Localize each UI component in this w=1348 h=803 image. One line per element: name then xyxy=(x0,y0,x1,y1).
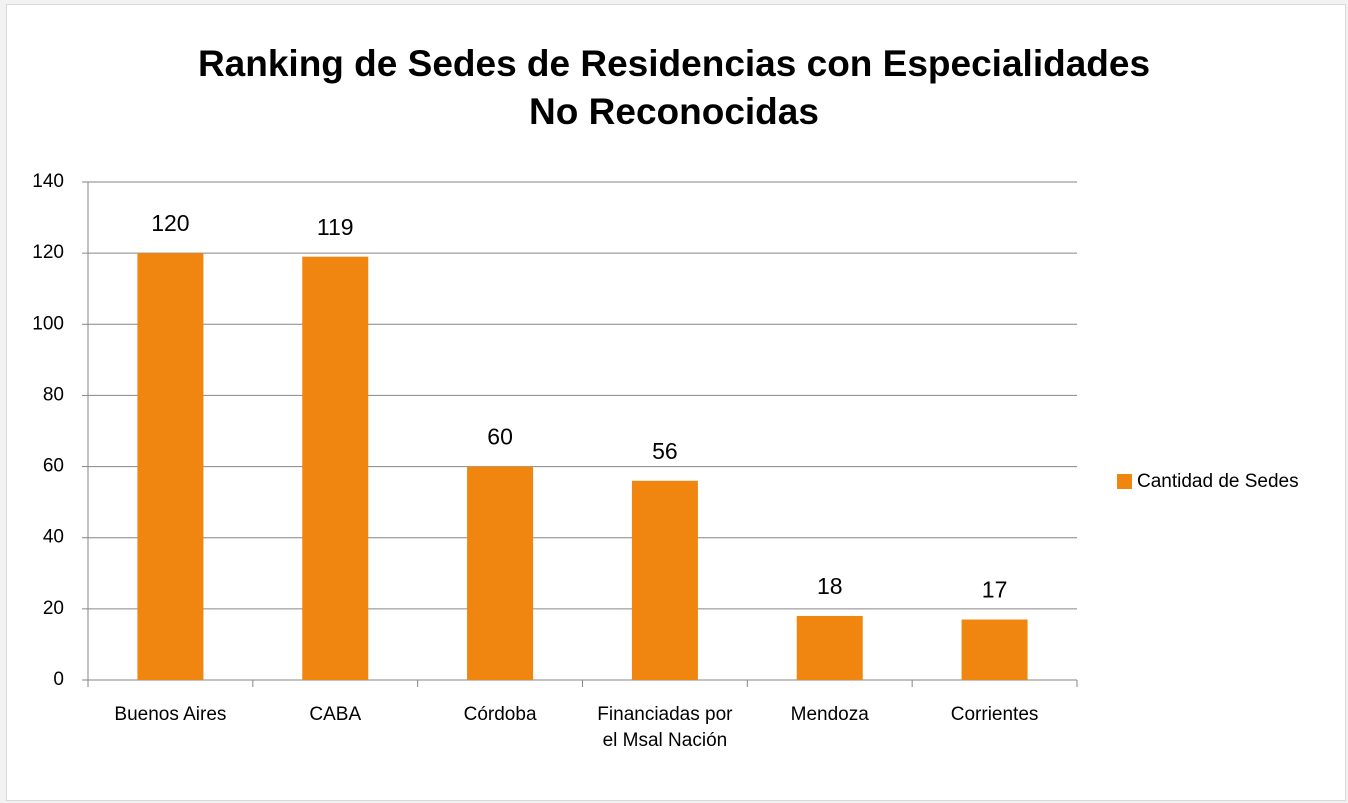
bar xyxy=(137,253,204,680)
y-tick-label: 20 xyxy=(43,598,64,619)
x-tick-label: Corrientes xyxy=(950,704,1039,725)
bar xyxy=(796,615,863,680)
y-tick-label: 140 xyxy=(32,171,64,192)
y-tick-label: 120 xyxy=(32,242,64,263)
y-tick-label: 60 xyxy=(43,456,64,477)
chart-title: Ranking de Sedes de Residencias con Espe… xyxy=(197,43,1151,132)
y-tick-label: 0 xyxy=(53,669,64,690)
y-tick-label: 80 xyxy=(43,384,64,405)
y-tick-label: 40 xyxy=(43,527,64,548)
data-label: 17 xyxy=(982,577,1008,603)
y-tick-label: 100 xyxy=(32,313,64,334)
bar xyxy=(631,480,698,680)
bar xyxy=(961,619,1028,680)
data-label: 18 xyxy=(817,573,843,599)
legend-label: Cantidad de Sedes xyxy=(1137,471,1299,492)
x-tick-label: CABA xyxy=(309,704,362,725)
data-label: 120 xyxy=(151,210,189,236)
data-label: 119 xyxy=(317,214,354,240)
data-label: 60 xyxy=(487,424,513,450)
legend-swatch xyxy=(1117,474,1132,489)
x-tick-label: Mendoza xyxy=(790,704,869,725)
bar xyxy=(302,256,369,680)
data-label: 56 xyxy=(652,438,678,464)
x-tick-label: Córdoba xyxy=(463,704,537,725)
x-tick-label: Financiadas por el Msal Nación xyxy=(597,704,733,751)
bar xyxy=(467,466,534,680)
x-tick-label: Buenos Aires xyxy=(114,704,227,725)
